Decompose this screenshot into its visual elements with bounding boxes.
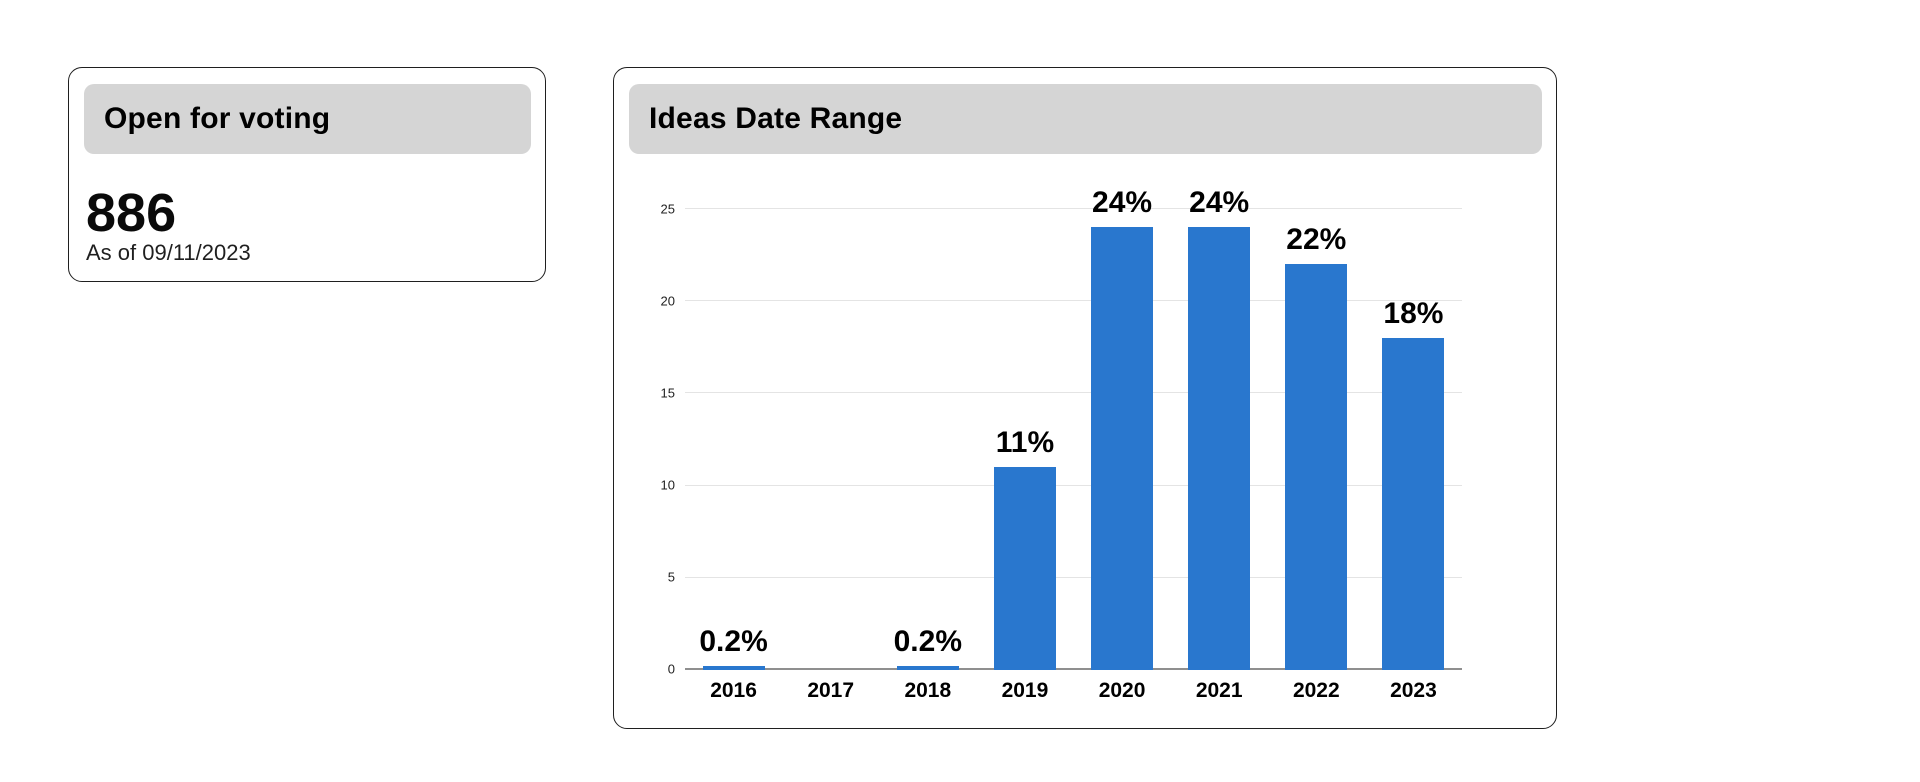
gridline: 25 (661, 201, 1462, 216)
y-axis-tick-label: 15 (660, 385, 675, 401)
y-axis-tick-label: 25 (660, 201, 675, 216)
gridline: 5 (668, 570, 1462, 585)
chart-category-slot: 2017 (782, 209, 879, 702)
bar-2021[interactable] (1188, 227, 1251, 670)
x-axis-line: 0 (668, 662, 1462, 677)
gridline: 15 (661, 385, 1462, 400)
y-axis-tick-label: 20 (660, 293, 675, 309)
x-axis-label: 2019 (1001, 679, 1049, 702)
open-for-voting-card-header: Open for voting (84, 84, 531, 154)
chart-category-slot: 0.2% 2016 (685, 209, 782, 702)
bar-2019[interactable] (993, 467, 1056, 670)
x-axis-label: 2016 (710, 679, 757, 702)
x-axis-label: 2021 (1195, 679, 1243, 702)
chart-category-slot: 24% 2021 (1171, 186, 1268, 702)
gridline: 10 (661, 478, 1462, 493)
x-axis-label: 2020 (1098, 679, 1146, 702)
ideas-date-range-card-header: Ideas Date Range (629, 84, 1542, 154)
ideas-date-range-card: Ideas Date Range 0 5 10 15 20 25 0.2% 2016 2017 0… (613, 67, 1557, 729)
open-for-voting-count: 886 (86, 183, 177, 243)
bar-value-label: 24% (1092, 186, 1153, 219)
y-axis-tick-label: 10 (660, 477, 675, 493)
y-axis-tick-label: 5 (667, 569, 675, 585)
bar-value-label: 0.2% (699, 625, 768, 658)
bar-2016[interactable] (702, 666, 765, 670)
open-for-voting-as-of-date: As of 09/11/2023 (86, 240, 251, 265)
bar-2020[interactable] (1091, 227, 1154, 670)
x-axis-label: 2018 (904, 679, 952, 702)
bar-2023[interactable] (1382, 338, 1445, 670)
y-axis-tick-label: 0 (667, 661, 675, 677)
bar-2022[interactable] (1285, 264, 1348, 670)
chart-category-slot: 22% 2022 (1268, 209, 1365, 702)
open-for-voting-card: Open for voting 886 As of 09/11/2023 (68, 67, 546, 282)
chart-plot-area: 0 5 10 15 20 25 0.2% 2016 2017 0.2% 2018 11% 2019 24%… (661, 186, 1462, 702)
bar-value-label: 18% (1383, 297, 1444, 330)
chart-category-slot: 24% 2020 (1074, 186, 1171, 702)
bar-value-label: 24% (1189, 186, 1250, 219)
bar-value-label: 0.2% (893, 625, 963, 658)
bar-2018[interactable] (896, 666, 959, 670)
x-axis-label: 2017 (807, 679, 855, 702)
chart-category-slot: 0.2% 2018 (879, 209, 976, 702)
x-axis-label: 2023 (1390, 679, 1437, 702)
x-axis-label: 2022 (1292, 679, 1340, 702)
bars-container: 0.2% 2016 2017 0.2% 2018 11% 2019 24% 2020 24% 202… (685, 186, 1462, 702)
chart-category-slot: 11% 2019 (976, 209, 1073, 702)
bar-value-label: 22% (1286, 223, 1347, 256)
bar-value-label: 11% (995, 426, 1055, 459)
ideas-date-range-title: Ideas Date Range (649, 102, 903, 135)
gridline: 20 (661, 293, 1462, 308)
chart-category-slot: 18% 2023 (1365, 209, 1462, 702)
open-for-voting-title: Open for voting (104, 102, 331, 135)
